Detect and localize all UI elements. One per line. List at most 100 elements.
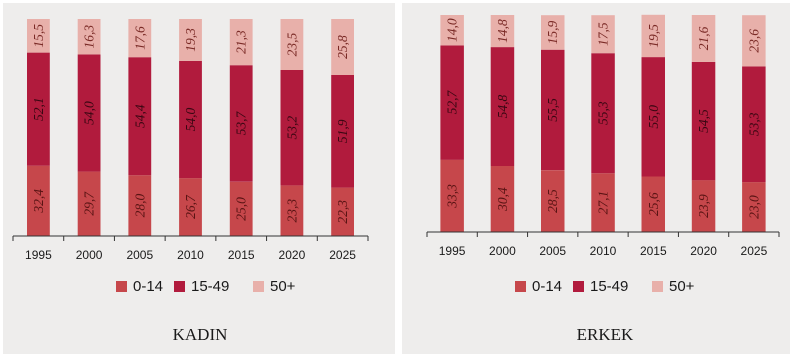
- data-label-kadin-50+-2020: 23,5: [284, 32, 299, 56]
- chart-svg-erkek: 33,3 52,7 14,0 1995 30,4 54,8 14,8 2000 28,5 55,5…: [426, 14, 780, 344]
- bar-erkek-15-49-2005: [541, 49, 565, 171]
- bar-erkek-50+-2010: [591, 15, 615, 54]
- legend-label-erkek-50+: 50+: [669, 278, 695, 295]
- x-tick-label-erkek-2005: 2005: [539, 244, 566, 258]
- x-tick-label-erkek-2020: 2020: [690, 244, 717, 258]
- legend-label-erkek-15-49: 15-49: [590, 278, 628, 295]
- legend-swatch-erkek-15-49: [573, 281, 584, 292]
- bar-erkek-0-14-2025: [742, 182, 766, 232]
- legend-swatch-erkek-50+: [652, 281, 663, 292]
- data-label-erkek-0-14-2015: 25,6: [646, 192, 661, 216]
- data-label-kadin-15-49-2010: 54,0: [183, 107, 198, 131]
- bar-erkek-0-14-2020: [691, 180, 716, 232]
- x-tick-label-erkek-2025: 2025: [741, 244, 768, 258]
- x-tick-label-kadin-2000: 2000: [76, 248, 103, 262]
- legend-swatch-erkek-0-14: [515, 281, 526, 292]
- data-label-kadin-50+-2015: 21,3: [234, 30, 249, 54]
- bar-erkek-15-49-2010: [591, 53, 615, 174]
- x-tick-label-erkek-2010: 2010: [590, 244, 617, 258]
- x-tick-label-kadin-1995: 1995: [25, 248, 52, 262]
- legend-label-kadin-50+: 50+: [270, 278, 296, 295]
- data-label-kadin-50+-1995: 15,5: [31, 24, 46, 48]
- data-label-kadin-15-49-2020: 53,2: [284, 116, 299, 140]
- bar-kadin-50+-2025: [331, 19, 354, 75]
- data-label-kadin-50+-2000: 16,3: [82, 25, 97, 49]
- data-label-erkek-0-14-2025: 23,0: [746, 195, 761, 219]
- bar-erkek-50+-2025: [742, 15, 766, 67]
- legend-swatch-kadin-15-49: [174, 281, 185, 292]
- bar-erkek-15-49-2000: [490, 47, 515, 166]
- data-label-erkek-50+-1995: 14,0: [445, 18, 460, 42]
- data-label-erkek-50+-2010: 17,5: [596, 22, 611, 46]
- data-label-kadin-50+-2010: 19,3: [183, 28, 198, 52]
- legend-swatch-kadin-50+: [253, 281, 264, 292]
- data-label-kadin-15-49-1995: 52,1: [31, 97, 46, 121]
- legend-label-kadin-15-49: 15-49: [191, 278, 229, 295]
- bar-erkek-15-49-2025: [742, 66, 766, 183]
- data-label-kadin-0-14-2015: 25,0: [234, 197, 249, 221]
- data-label-kadin-15-49-2015: 53,7: [234, 110, 249, 135]
- bar-erkek-15-49-1995: [440, 45, 464, 160]
- x-tick-label-kadin-2020: 2020: [279, 248, 306, 262]
- data-label-erkek-50+-2020: 21,6: [696, 26, 711, 50]
- bar-erkek-0-14-2005: [541, 170, 565, 232]
- bar-erkek-0-14-1995: [440, 159, 464, 232]
- x-tick-label-kadin-2005: 2005: [126, 248, 153, 262]
- chart-title-kadin: KADIN: [173, 325, 228, 344]
- data-label-erkek-0-14-1995: 33,3: [445, 184, 460, 209]
- data-label-kadin-0-14-2010: 26,7: [183, 194, 198, 219]
- bar-kadin-15-49-2000: [77, 54, 101, 172]
- x-tick-label-erkek-1995: 1995: [439, 244, 466, 258]
- bar-kadin-50+-2020: [280, 19, 304, 70]
- data-label-erkek-15-49-2020: 54,5: [696, 109, 711, 133]
- data-label-erkek-0-14-2005: 28,5: [545, 189, 560, 213]
- bar-erkek-15-49-2020: [691, 61, 716, 181]
- bar-erkek-50+-1995: [440, 15, 464, 46]
- bar-kadin-0-14-2025: [331, 187, 354, 236]
- bar-erkek-15-49-2015: [641, 57, 665, 177]
- legend-label-kadin-0-14: 0-14: [133, 278, 163, 295]
- bar-kadin-0-14-2000: [77, 171, 101, 236]
- bar-kadin-0-14-2005: [128, 175, 152, 236]
- bar-erkek-0-14-2010: [591, 173, 615, 232]
- bar-kadin-0-14-2010: [179, 178, 202, 236]
- data-label-erkek-0-14-2010: 27,1: [596, 191, 611, 215]
- data-label-erkek-50+-2000: 14,8: [495, 19, 510, 43]
- bar-kadin-15-49-2025: [331, 75, 354, 188]
- bar-kadin-50+-2005: [128, 19, 152, 58]
- bar-erkek-0-14-2015: [641, 176, 665, 232]
- bar-erkek-50+-2020: [691, 15, 716, 62]
- data-label-kadin-50+-2005: 17,6: [132, 26, 147, 50]
- bar-kadin-50+-2000: [77, 19, 101, 55]
- bar-kadin-50+-2010: [179, 19, 202, 61]
- x-tick-label-kadin-2010: 2010: [177, 248, 204, 262]
- bar-kadin-15-49-2020: [280, 70, 304, 186]
- data-label-erkek-50+-2015: 19,5: [646, 24, 661, 48]
- bar-kadin-50+-1995: [27, 19, 50, 53]
- bar-kadin-50+-2015: [229, 19, 253, 66]
- bar-kadin-0-14-1995: [27, 165, 50, 236]
- data-label-erkek-0-14-2020: 23,9: [696, 194, 711, 218]
- bar-erkek-50+-2005: [541, 15, 565, 50]
- data-label-kadin-15-49-2000: 54,0: [82, 101, 97, 125]
- bar-erkek-50+-2000: [490, 15, 515, 48]
- data-label-kadin-50+-2025: 25,8: [335, 35, 350, 59]
- x-tick-label-kadin-2015: 2015: [228, 248, 255, 262]
- bar-erkek-50+-2015: [641, 14, 665, 58]
- chart-svg-kadin: 32,4 52,1 15,5 1995 29,7 54,0 16,3 2000 28,0 54,4…: [12, 19, 369, 344]
- data-label-kadin-0-14-1995: 32,4: [31, 189, 46, 214]
- bar-kadin-15-49-2010: [179, 60, 202, 179]
- bar-kadin-15-49-1995: [27, 52, 50, 166]
- data-label-kadin-15-49-2025: 51,9: [335, 119, 350, 143]
- data-label-erkek-0-14-2000: 30,4: [495, 187, 510, 212]
- data-label-erkek-15-49-1995: 52,7: [445, 90, 460, 115]
- data-label-erkek-15-49-2010: 55,3: [596, 101, 611, 125]
- chart-title-erkek: ERKEK: [577, 325, 634, 344]
- data-label-erkek-15-49-2025: 53,3: [746, 112, 761, 136]
- bar-kadin-0-14-2015: [229, 181, 253, 237]
- bar-kadin-15-49-2005: [128, 57, 152, 176]
- data-label-erkek-50+-2005: 15,9: [545, 20, 560, 44]
- x-tick-label-erkek-2000: 2000: [489, 244, 516, 258]
- legend-label-erkek-0-14: 0-14: [532, 278, 562, 295]
- data-label-kadin-0-14-2025: 22,3: [335, 200, 350, 224]
